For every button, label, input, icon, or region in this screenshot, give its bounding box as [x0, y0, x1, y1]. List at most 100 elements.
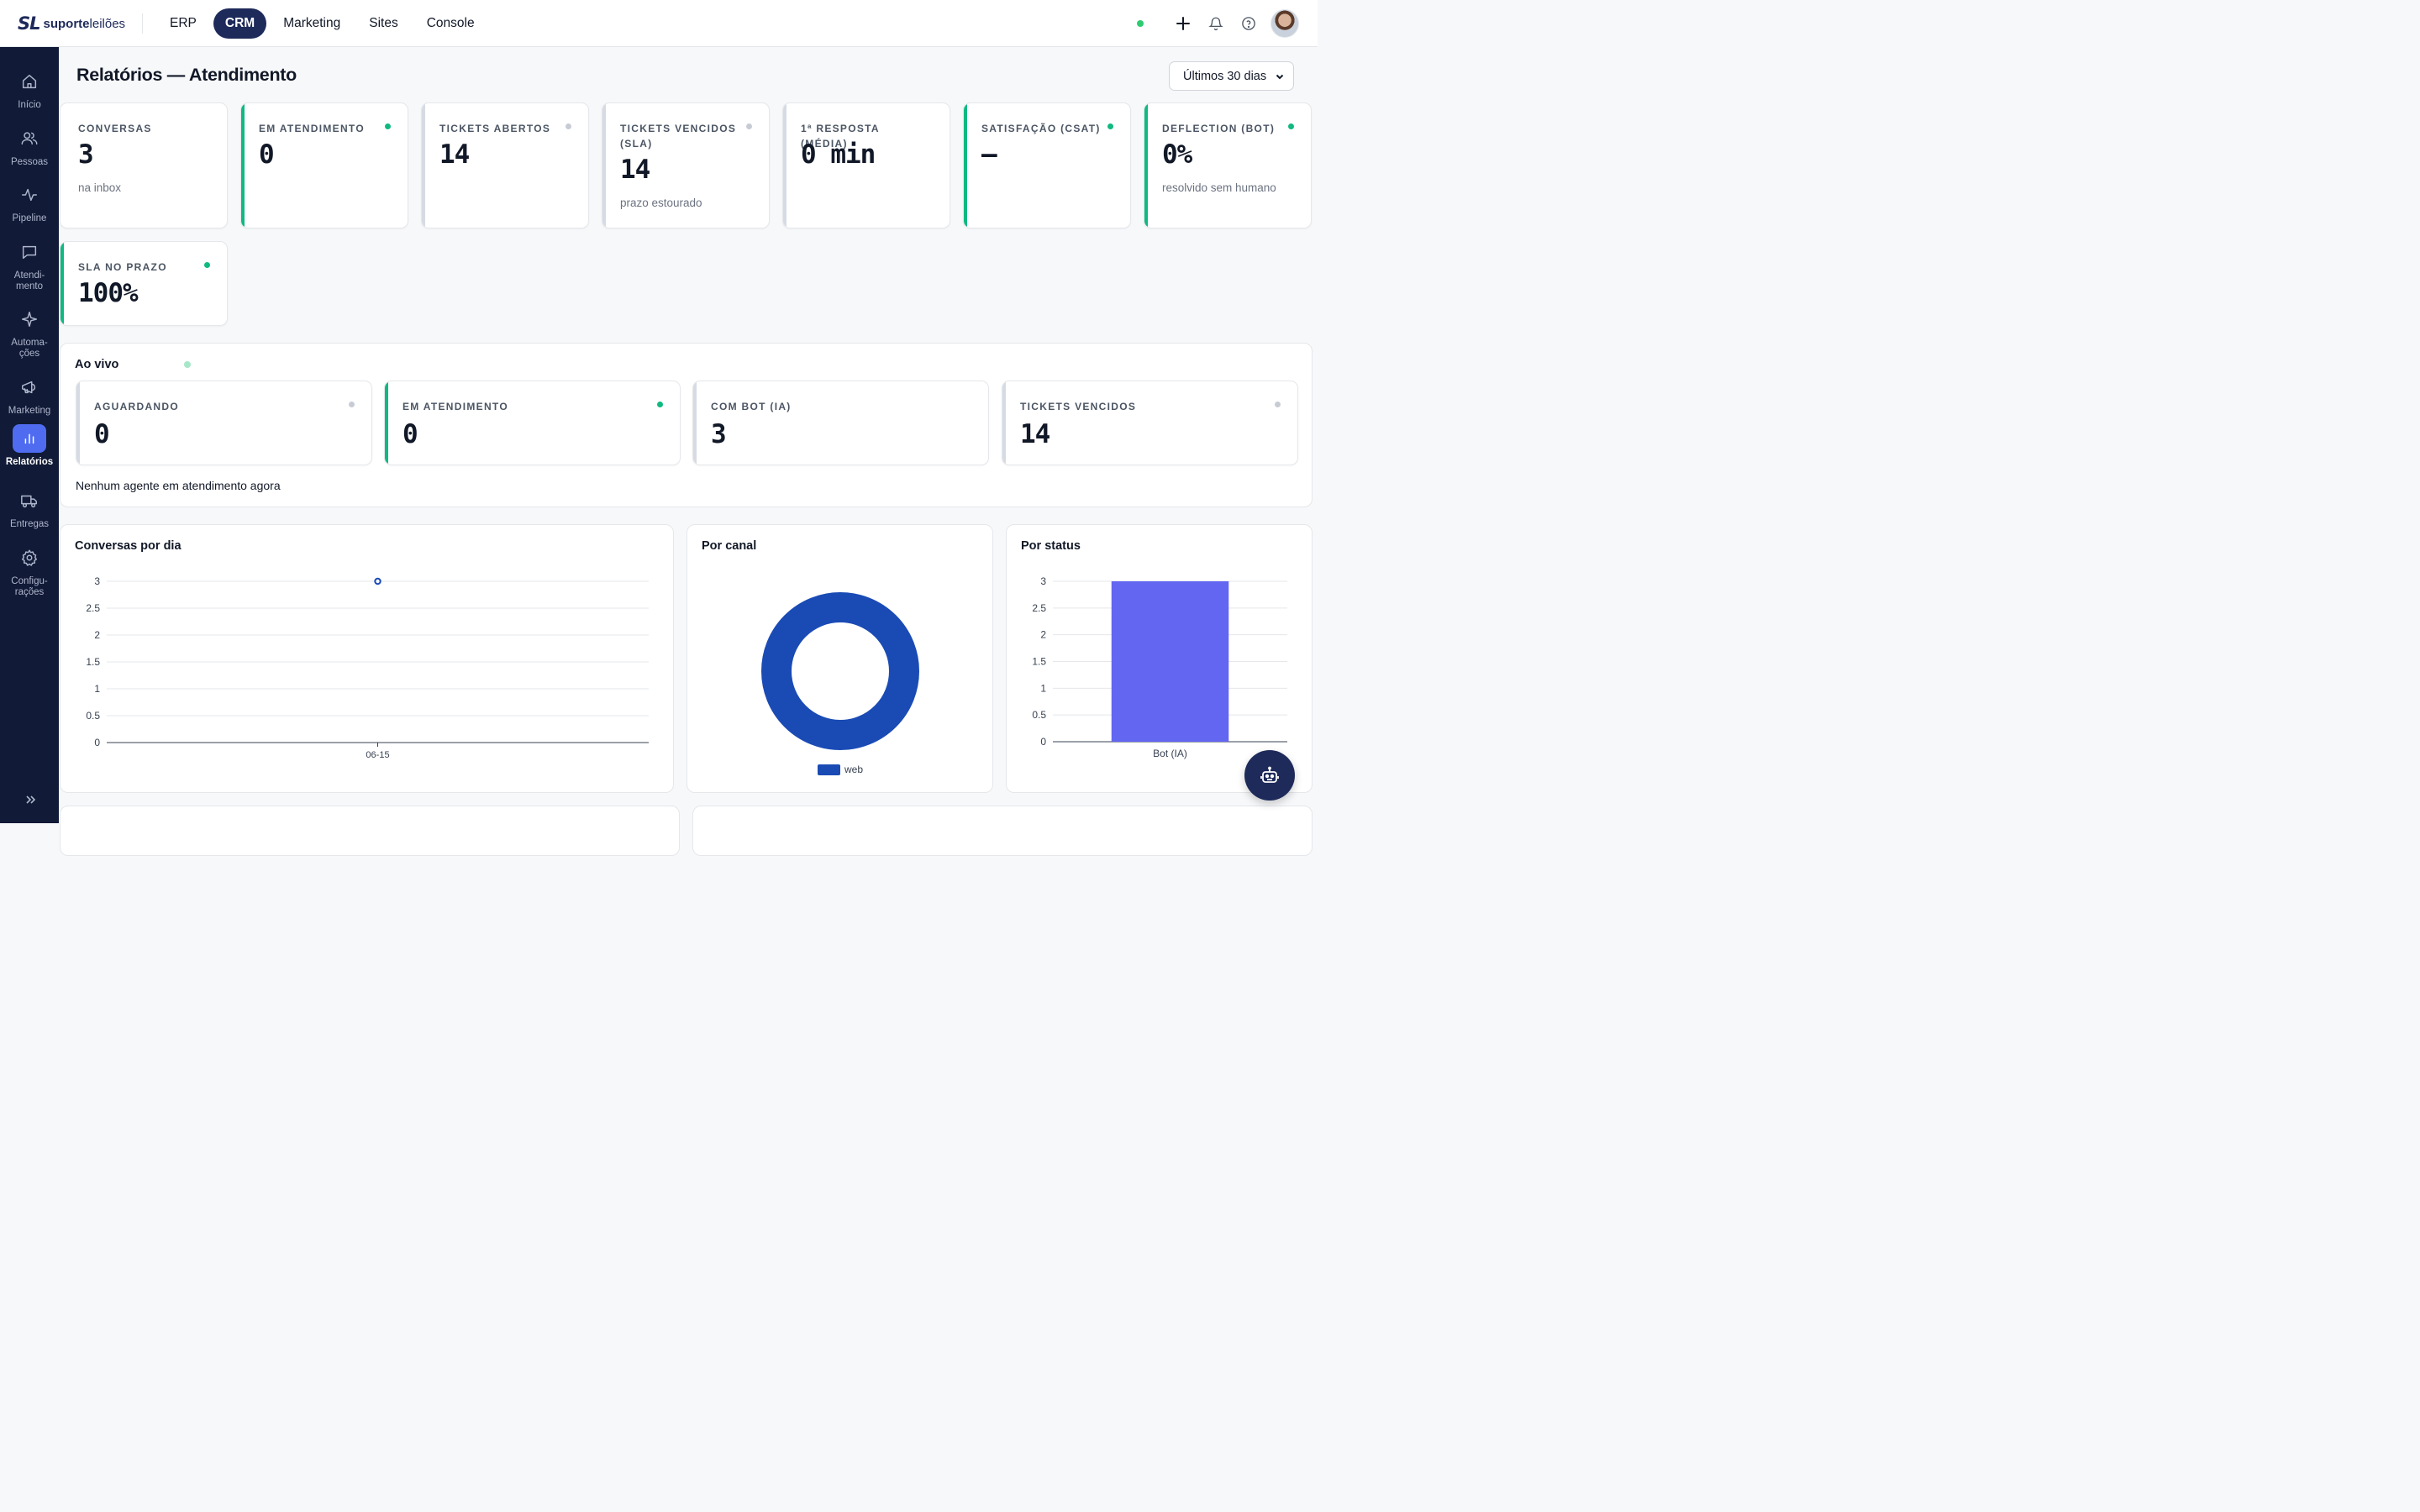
- legend-swatch: [818, 764, 840, 775]
- sidebar-item-people[interactable]: Pessoas: [0, 124, 59, 168]
- chart-title: Por status: [1021, 539, 1081, 553]
- sidebar-item-gear[interactable]: Configu- rações: [0, 543, 59, 597]
- kpi-card: EM ATENDIMENTO 0: [240, 102, 408, 228]
- pie-slice: [761, 592, 919, 750]
- sidebar-item-label: Início: [18, 100, 41, 110]
- kpi-card: CONVERSAS 3 na inbox: [60, 102, 228, 228]
- by-status-panel: Por status 0 0.5 1 1.5 2 2.5 3 Bot (IA): [1006, 524, 1313, 793]
- y-tick-label: 0.5: [86, 710, 100, 722]
- lower-panel-left: [60, 806, 680, 856]
- live-card: COM BOT (IA) 3: [692, 381, 989, 465]
- nav-tab-console[interactable]: Console: [426, 16, 475, 30]
- kpi-accent-bar: [602, 103, 606, 228]
- kpi-value: 0: [259, 139, 275, 170]
- y-tick-label: 0: [1040, 736, 1046, 748]
- live-card-accent-bar: [693, 381, 697, 465]
- live-card: TICKETS VENCIDOS 14: [1002, 381, 1298, 465]
- top-bar: SL suporteleilões ERP CRM Marketing Sites Co…: [0, 0, 1318, 47]
- kpi-value: —: [981, 139, 997, 170]
- y-tick-label: 1: [1040, 682, 1046, 694]
- activity-icon: [13, 181, 46, 209]
- nav-tab-sites[interactable]: Sites: [369, 16, 398, 30]
- assistant-bot-button[interactable]: [1244, 750, 1295, 801]
- add-button[interactable]: [1169, 9, 1197, 38]
- kpi-label: CONVERSAS: [78, 123, 152, 134]
- notifications-button[interactable]: [1202, 9, 1230, 38]
- line-chart: 0 0.5 1 1.5 2 2.5 3 06-15: [86, 575, 649, 760]
- help-icon: [1242, 17, 1255, 30]
- sidebar-item-chat[interactable]: Atendi- mento: [0, 238, 59, 291]
- sidebar-item-label: Atendi- mento: [13, 270, 45, 291]
- kpi-label: SATISFAÇÃO (CSAT): [981, 123, 1101, 134]
- live-agents-note: Nenhum agente em atendimento agora: [76, 479, 281, 492]
- kpi-accent-bar: [964, 103, 967, 228]
- y-tick-label: 0.5: [1032, 709, 1046, 721]
- chat-icon: [13, 238, 46, 266]
- sidebar-item-label: Pessoas: [10, 157, 49, 167]
- live-card-value: 3: [711, 419, 727, 449]
- y-tick-label: 1: [94, 683, 100, 695]
- donut-chart: web: [761, 592, 919, 775]
- bar-chart-icon: [13, 424, 46, 453]
- live-panel-title: Ao vivo: [75, 358, 119, 371]
- nav-tab-crm[interactable]: CRM: [213, 8, 267, 39]
- live-indicator-dot: [184, 361, 191, 368]
- by-channel-panel: Por canal web: [687, 524, 993, 793]
- sidebar-item-truck[interactable]: Entregas: [0, 486, 59, 530]
- x-tick-label: Bot (IA): [1153, 748, 1187, 759]
- sidebar-item-sparkle[interactable]: Automa- ções: [0, 305, 59, 359]
- date-range-value: Últimos 30 dias: [1183, 69, 1267, 83]
- kpi-value: 3: [78, 139, 94, 170]
- kpi-card: SLA NO PRAZO 100%: [60, 241, 228, 326]
- y-tick-label: 2.5: [86, 602, 100, 614]
- divider: [142, 13, 143, 34]
- kpi-value: 14: [439, 139, 470, 170]
- nav-tab-marketing[interactable]: Marketing: [283, 16, 341, 30]
- kpi-subtext: na inbox: [78, 181, 122, 194]
- bell-icon: [1208, 17, 1223, 31]
- online-status-dot: [1137, 20, 1144, 27]
- y-tick-label: 2: [1040, 629, 1046, 641]
- chart-title: Conversas por dia: [75, 539, 182, 553]
- user-avatar[interactable]: [1270, 9, 1299, 38]
- plus-icon: [1176, 17, 1190, 30]
- live-card-status-dot: [1275, 402, 1281, 407]
- chevron-down-icon: [1276, 74, 1284, 79]
- kpi-subtext: resolvido sem humano: [1162, 181, 1276, 194]
- chart-title: Por canal: [702, 539, 757, 553]
- y-tick-label: 1.5: [1032, 656, 1046, 668]
- kpi-subtext: prazo estourado: [620, 197, 702, 209]
- live-card-label: TICKETS VENCIDOS: [1020, 401, 1137, 412]
- kpi-card: TICKETS ABERTOS 14: [421, 102, 589, 228]
- kpi-card: DEFLECTION (BOT) 0% resolvido sem humano: [1144, 102, 1312, 228]
- brand-name: suporteleilões: [43, 16, 126, 31]
- live-card-status-dot: [349, 402, 355, 407]
- top-nav: ERP CRM Marketing Sites Console: [158, 8, 487, 39]
- kpi-status-dot: [746, 123, 752, 129]
- live-card-label: EM ATENDIMENTO: [402, 401, 508, 412]
- brand-logo[interactable]: SL suporteleilões: [18, 13, 125, 34]
- y-tick-label: 2.5: [1032, 602, 1046, 614]
- conversations-per-day-panel: Conversas por dia 0 0.5 1 1.5 2 2.5 3 06-15: [60, 524, 674, 793]
- kpi-value: 0%: [1162, 139, 1192, 170]
- robot-icon: [1260, 766, 1279, 783]
- expand-sidebar-button[interactable]: [21, 790, 39, 809]
- live-card: EM ATENDIMENTO 0: [384, 381, 681, 465]
- live-card: AGUARDANDO 0: [76, 381, 372, 465]
- sidebar-item-activity[interactable]: Pipeline: [0, 181, 59, 224]
- sidebar-item-home[interactable]: Início: [0, 67, 59, 111]
- live-card-value: 0: [402, 419, 418, 449]
- date-range-select[interactable]: Últimos 30 dias: [1169, 61, 1294, 91]
- sidebar-item-bar-chart[interactable]: Relatórios: [0, 424, 59, 468]
- bar: [1111, 581, 1229, 742]
- kpi-status-dot: [204, 262, 210, 268]
- page-title: Relatórios — Atendimento: [76, 65, 297, 85]
- help-button[interactable]: [1234, 9, 1263, 38]
- sidebar-item-megaphone[interactable]: Marketing: [0, 373, 59, 417]
- kpi-accent-bar: [60, 242, 64, 325]
- nav-tab-erp[interactable]: ERP: [170, 16, 197, 30]
- sparkle-icon: [13, 305, 46, 333]
- kpi-card: TICKETS VENCIDOS (SLA) 14 prazo estourado: [602, 102, 770, 228]
- lower-panel-right: [692, 806, 1313, 856]
- sidebar: Início Pessoas Pipeline Atendi- mento Automa…: [0, 47, 59, 823]
